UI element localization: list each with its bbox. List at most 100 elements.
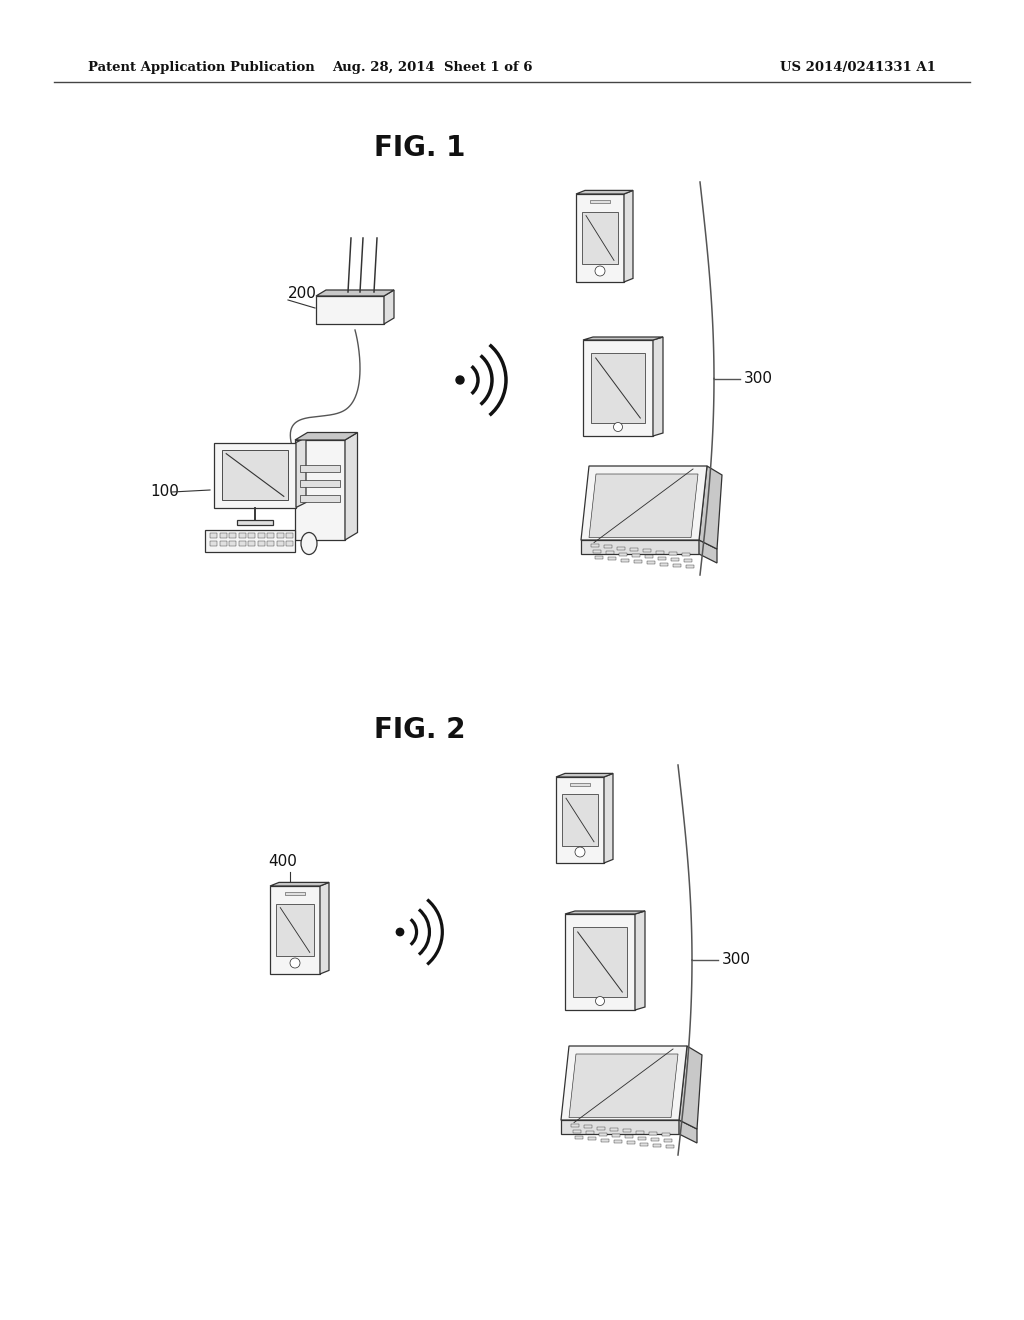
Polygon shape — [570, 783, 590, 785]
Polygon shape — [586, 1131, 594, 1134]
Polygon shape — [673, 564, 681, 566]
Text: FIG. 2: FIG. 2 — [374, 715, 466, 744]
Polygon shape — [229, 540, 236, 545]
Polygon shape — [562, 795, 598, 846]
Polygon shape — [699, 466, 722, 549]
Polygon shape — [583, 337, 663, 341]
Polygon shape — [653, 337, 663, 436]
Polygon shape — [561, 1119, 679, 1134]
Text: 300: 300 — [722, 953, 751, 968]
Polygon shape — [267, 540, 274, 545]
Polygon shape — [573, 1130, 581, 1133]
Polygon shape — [276, 904, 313, 957]
Polygon shape — [584, 1125, 592, 1129]
Polygon shape — [601, 1139, 609, 1142]
Polygon shape — [612, 1134, 620, 1137]
Text: Aug. 28, 2014  Sheet 1 of 6: Aug. 28, 2014 Sheet 1 of 6 — [332, 62, 532, 74]
Polygon shape — [575, 194, 624, 282]
Circle shape — [575, 847, 585, 857]
Polygon shape — [219, 540, 226, 545]
Polygon shape — [270, 886, 319, 974]
Polygon shape — [624, 190, 633, 282]
Polygon shape — [257, 540, 264, 545]
Polygon shape — [647, 561, 655, 564]
Polygon shape — [285, 892, 305, 895]
Polygon shape — [627, 1142, 635, 1144]
Polygon shape — [621, 558, 629, 561]
Polygon shape — [636, 1130, 644, 1134]
Polygon shape — [660, 562, 668, 565]
Polygon shape — [610, 1127, 618, 1131]
Ellipse shape — [301, 532, 317, 554]
Polygon shape — [556, 777, 604, 863]
Polygon shape — [664, 1139, 672, 1142]
Polygon shape — [591, 352, 645, 422]
Polygon shape — [295, 433, 357, 440]
Polygon shape — [319, 882, 329, 974]
Polygon shape — [237, 520, 273, 524]
Polygon shape — [214, 442, 296, 507]
Polygon shape — [571, 1125, 579, 1127]
Polygon shape — [572, 927, 628, 997]
Polygon shape — [682, 553, 690, 556]
Polygon shape — [590, 201, 610, 203]
Polygon shape — [679, 1045, 702, 1129]
Text: US 2014/0241331 A1: US 2014/0241331 A1 — [780, 62, 936, 74]
Polygon shape — [581, 540, 717, 549]
Polygon shape — [662, 1133, 670, 1137]
Polygon shape — [638, 1137, 646, 1139]
Text: Patent Application Publication: Patent Application Publication — [88, 62, 314, 74]
Polygon shape — [286, 540, 293, 545]
Polygon shape — [316, 296, 384, 323]
Polygon shape — [210, 540, 217, 545]
Polygon shape — [653, 1144, 662, 1147]
Polygon shape — [296, 437, 306, 507]
Polygon shape — [589, 474, 698, 537]
Polygon shape — [276, 540, 284, 545]
Polygon shape — [300, 495, 340, 502]
Polygon shape — [575, 1137, 583, 1139]
Polygon shape — [561, 1045, 687, 1119]
Circle shape — [396, 928, 403, 936]
Polygon shape — [556, 774, 613, 777]
Polygon shape — [229, 532, 236, 537]
Polygon shape — [219, 532, 226, 537]
Polygon shape — [581, 540, 699, 554]
Text: 200: 200 — [288, 286, 316, 301]
Polygon shape — [686, 565, 694, 568]
Text: 300: 300 — [744, 371, 773, 385]
Polygon shape — [625, 1135, 633, 1138]
Polygon shape — [267, 532, 274, 537]
Polygon shape — [630, 548, 638, 550]
Polygon shape — [614, 1140, 622, 1143]
Polygon shape — [345, 433, 357, 540]
Polygon shape — [270, 882, 329, 886]
Polygon shape — [599, 1133, 607, 1135]
Text: FIG. 1: FIG. 1 — [375, 135, 466, 162]
Polygon shape — [582, 211, 618, 264]
Polygon shape — [286, 532, 293, 537]
Polygon shape — [634, 560, 642, 562]
Polygon shape — [575, 190, 633, 194]
Polygon shape — [656, 550, 664, 553]
Polygon shape — [565, 911, 645, 913]
Polygon shape — [300, 465, 340, 473]
Polygon shape — [604, 774, 613, 863]
Polygon shape — [643, 549, 651, 552]
Circle shape — [456, 376, 464, 384]
Polygon shape — [632, 554, 640, 557]
Polygon shape — [651, 1138, 659, 1140]
Polygon shape — [635, 911, 645, 1010]
Polygon shape — [679, 1119, 697, 1143]
Text: 400: 400 — [268, 854, 297, 870]
Polygon shape — [595, 556, 603, 558]
Polygon shape — [606, 552, 614, 554]
Polygon shape — [300, 480, 340, 487]
Polygon shape — [248, 532, 255, 537]
Polygon shape — [666, 1144, 674, 1148]
Polygon shape — [623, 1129, 631, 1133]
Polygon shape — [618, 553, 627, 556]
Polygon shape — [581, 466, 707, 540]
Polygon shape — [588, 1138, 596, 1140]
Polygon shape — [671, 558, 679, 561]
